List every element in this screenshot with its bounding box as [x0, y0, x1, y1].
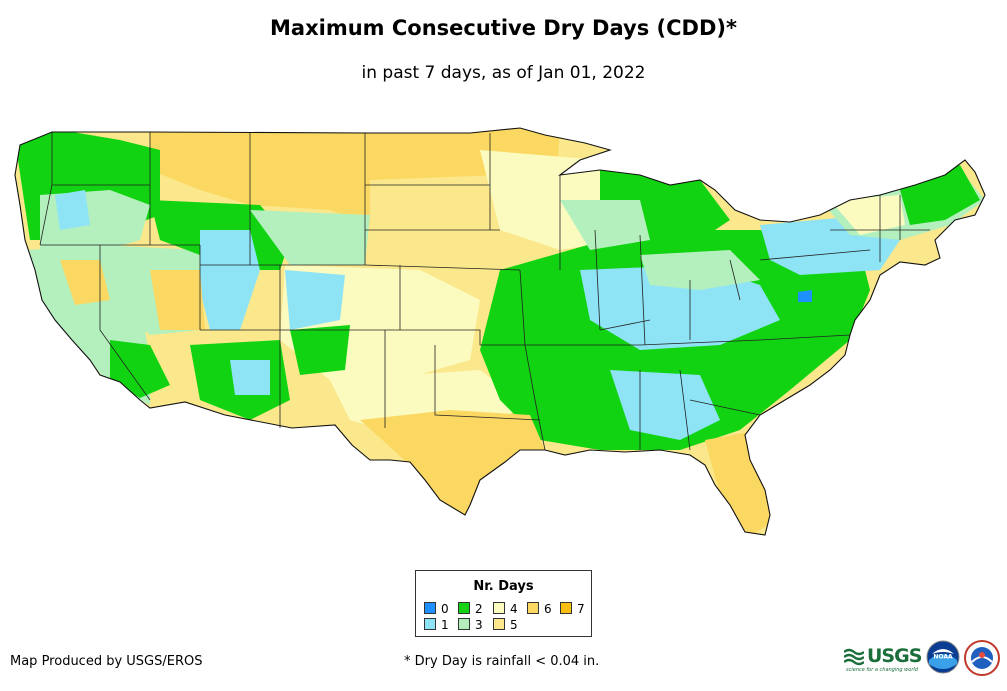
legend-item-7: 7 — [560, 602, 585, 616]
legend-swatch — [493, 602, 505, 614]
region-dry-texas — [360, 410, 545, 520]
region-pale-new-england — [830, 195, 905, 235]
dry-day-footnote: * Dry Day is rainfall < 0.04 in. — [404, 654, 600, 669]
agency-logos: USGS science for a changing world NOAA — [842, 640, 1007, 680]
legend-item-4: 4 — [493, 602, 518, 616]
region-light-upper-midwest — [560, 200, 650, 250]
legend-swatch — [424, 618, 436, 630]
legend-label: 3 — [475, 618, 483, 632]
region-wet-california — [110, 340, 170, 398]
usgs-logo: USGS — [844, 644, 922, 668]
map-subtitle: in past 7 days, as of Jan 01, 2022 — [361, 63, 646, 83]
legend-label: 0 — [441, 602, 449, 616]
state-boundaries — [39, 132, 930, 451]
legend-swatch — [458, 618, 470, 630]
usgs-tagline: science for a changing world — [846, 667, 918, 673]
legend-swatch — [424, 602, 436, 614]
legend-item-2: 2 — [458, 602, 483, 616]
region-cyan-colorado — [285, 270, 345, 330]
region-cyan-midwest — [580, 265, 780, 350]
noaa-wordmark: NOAA — [933, 654, 953, 661]
legend: Nr. Days 0 1 2 3 4 5 6 7 — [415, 570, 592, 637]
region-light-rockies — [250, 210, 370, 265]
region-wet-colorado — [290, 325, 350, 375]
usgs-wave-icon — [844, 648, 864, 666]
region-cyan-rockies — [200, 230, 260, 330]
legend-label: 1 — [441, 618, 449, 632]
region-cyan-southeast — [610, 370, 720, 440]
legend-item-6: 6 — [527, 602, 552, 616]
region-dry-california — [60, 260, 110, 305]
region-cyan-arizona — [230, 360, 270, 395]
noaa-logo: NOAA — [926, 640, 960, 674]
legend-item-3: 3 — [458, 618, 483, 632]
nws-logo — [964, 640, 1000, 676]
region-deepblue-chesapeake — [798, 290, 812, 302]
us-dry-days-map — [14, 127, 986, 536]
legend-item-1: 1 — [424, 618, 449, 632]
usgs-wordmark: USGS — [867, 645, 922, 667]
region-wet-new-england — [900, 165, 980, 225]
legend-item-0: 0 — [424, 602, 449, 616]
legend-swatch — [458, 602, 470, 614]
legend-label: 2 — [475, 602, 483, 616]
legend-item-5: 5 — [493, 618, 518, 632]
region-dry-great-basin — [150, 270, 205, 330]
legend-label: 4 — [510, 602, 518, 616]
legend-swatch — [493, 618, 505, 630]
legend-label: 5 — [510, 618, 518, 632]
map-title: Maximum Consecutive Dry Days (CDD)* — [270, 16, 737, 40]
legend-label: 7 — [577, 602, 585, 616]
map-credit: Map Produced by USGS/EROS — [10, 654, 203, 669]
legend-swatch — [527, 602, 539, 614]
legend-swatch — [560, 602, 572, 614]
legend-title: Nr. Days — [473, 579, 534, 594]
legend-label: 6 — [544, 602, 552, 616]
region-cyan-northwest — [55, 190, 90, 230]
